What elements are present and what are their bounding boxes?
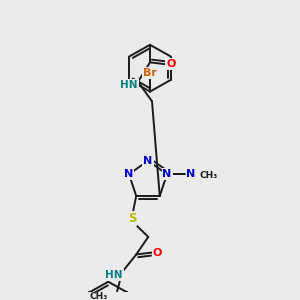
Text: N: N bbox=[143, 156, 153, 166]
Text: CH₃: CH₃ bbox=[89, 292, 107, 300]
Text: Br: Br bbox=[143, 68, 157, 78]
Text: N: N bbox=[186, 169, 196, 179]
Text: HN: HN bbox=[106, 270, 123, 280]
Text: S: S bbox=[128, 212, 136, 225]
Text: N: N bbox=[162, 169, 172, 179]
Text: N: N bbox=[124, 169, 134, 179]
Text: O: O bbox=[166, 59, 176, 69]
Text: O: O bbox=[153, 248, 162, 257]
Text: CH₃: CH₃ bbox=[199, 171, 217, 180]
Text: HN: HN bbox=[120, 80, 138, 90]
